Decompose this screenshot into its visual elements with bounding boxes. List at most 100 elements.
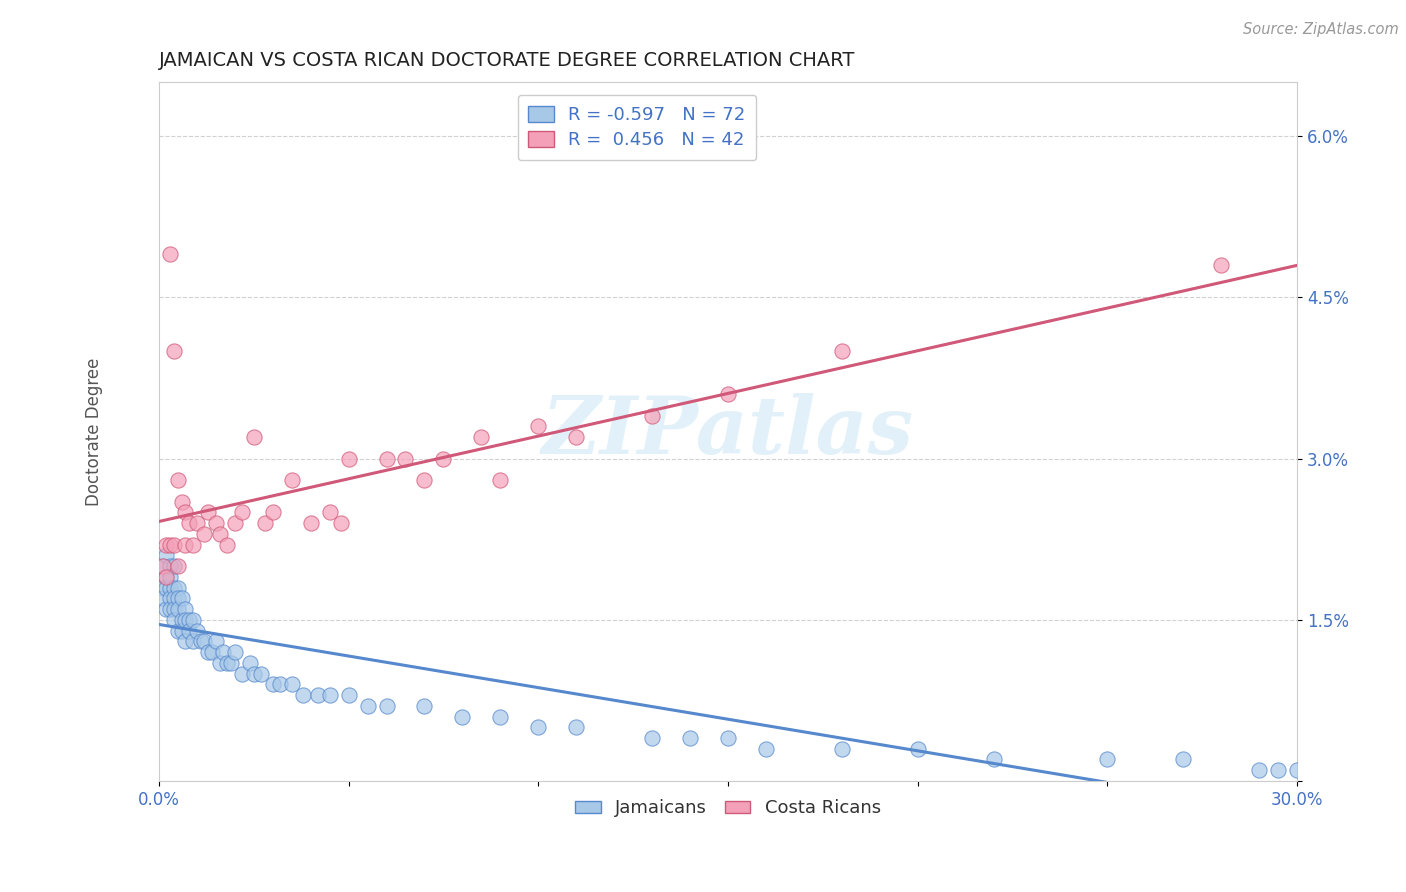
- Point: [231, 666, 253, 681]
- Point: [170, 591, 193, 606]
- Point: [152, 559, 174, 574]
- Point: [163, 613, 186, 627]
- Point: [163, 344, 186, 359]
- Point: [174, 634, 197, 648]
- Point: [201, 645, 224, 659]
- Point: [163, 537, 186, 551]
- Text: Source: ZipAtlas.com: Source: ZipAtlas.com: [1243, 22, 1399, 37]
- Point: [375, 451, 398, 466]
- Point: [641, 731, 664, 745]
- Point: [219, 656, 242, 670]
- Point: [224, 516, 246, 530]
- Point: [212, 645, 235, 659]
- Point: [1286, 764, 1309, 778]
- Point: [432, 451, 454, 466]
- Point: [250, 666, 273, 681]
- Point: [166, 591, 188, 606]
- Point: [565, 430, 588, 444]
- Point: [318, 688, 340, 702]
- Point: [413, 698, 436, 713]
- Point: [254, 516, 277, 530]
- Point: [190, 634, 212, 648]
- Point: [166, 602, 188, 616]
- Point: [831, 741, 853, 756]
- Point: [280, 677, 302, 691]
- Point: [163, 602, 186, 616]
- Point: [318, 505, 340, 519]
- Point: [159, 537, 181, 551]
- Point: [155, 570, 177, 584]
- Point: [1097, 752, 1119, 766]
- Point: [179, 624, 201, 638]
- Point: [307, 688, 329, 702]
- Text: JAMAICAN VS COSTA RICAN DOCTORATE DEGREE CORRELATION CHART: JAMAICAN VS COSTA RICAN DOCTORATE DEGREE…: [159, 51, 855, 70]
- Point: [155, 581, 177, 595]
- Point: [717, 387, 740, 401]
- Point: [179, 613, 201, 627]
- Point: [641, 409, 664, 423]
- Point: [470, 430, 492, 444]
- Point: [217, 537, 239, 551]
- Point: [330, 516, 353, 530]
- Point: [489, 473, 512, 487]
- Point: [280, 473, 302, 487]
- Point: [159, 570, 181, 584]
- Point: [1267, 764, 1289, 778]
- Point: [179, 516, 201, 530]
- Point: [155, 602, 177, 616]
- Point: [193, 634, 215, 648]
- Point: [356, 698, 378, 713]
- Point: [152, 559, 174, 574]
- Point: [174, 602, 197, 616]
- Point: [166, 559, 188, 574]
- Point: [170, 613, 193, 627]
- Point: [299, 516, 322, 530]
- Y-axis label: Doctorate Degree: Doctorate Degree: [86, 358, 103, 506]
- Point: [337, 688, 360, 702]
- Point: [292, 688, 315, 702]
- Point: [831, 344, 853, 359]
- Point: [181, 634, 204, 648]
- Point: [242, 430, 264, 444]
- Point: [1211, 258, 1233, 272]
- Point: [717, 731, 740, 745]
- Point: [527, 419, 550, 434]
- Legend: Jamaicans, Costa Ricans: Jamaicans, Costa Ricans: [568, 792, 889, 824]
- Point: [166, 473, 188, 487]
- Point: [375, 698, 398, 713]
- Point: [394, 451, 416, 466]
- Point: [204, 516, 226, 530]
- Point: [174, 505, 197, 519]
- Point: [163, 581, 186, 595]
- Point: [174, 613, 197, 627]
- Point: [159, 559, 181, 574]
- Point: [159, 591, 181, 606]
- Point: [159, 581, 181, 595]
- Point: [181, 537, 204, 551]
- Point: [163, 591, 186, 606]
- Point: [181, 613, 204, 627]
- Point: [155, 570, 177, 584]
- Point: [159, 602, 181, 616]
- Point: [239, 656, 262, 670]
- Point: [170, 624, 193, 638]
- Point: [907, 741, 929, 756]
- Point: [231, 505, 253, 519]
- Point: [186, 624, 208, 638]
- Point: [159, 247, 181, 261]
- Point: [152, 581, 174, 595]
- Point: [193, 526, 215, 541]
- Point: [242, 666, 264, 681]
- Point: [679, 731, 702, 745]
- Point: [983, 752, 1005, 766]
- Point: [170, 494, 193, 508]
- Point: [197, 645, 219, 659]
- Text: ZIPatlas: ZIPatlas: [541, 392, 914, 470]
- Point: [204, 634, 226, 648]
- Point: [489, 709, 512, 723]
- Point: [155, 549, 177, 563]
- Point: [186, 516, 208, 530]
- Point: [451, 709, 474, 723]
- Point: [1249, 764, 1271, 778]
- Point: [1173, 752, 1195, 766]
